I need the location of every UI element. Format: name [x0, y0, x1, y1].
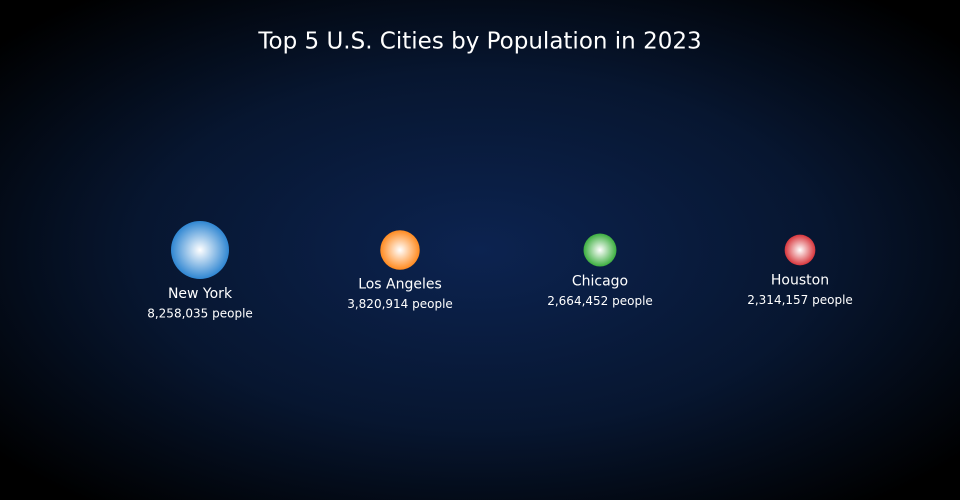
value-label: 2,664,452 people — [547, 294, 653, 308]
city-label: Houston — [771, 272, 829, 288]
bubble — [380, 230, 420, 270]
value-label: 8,258,035 people — [147, 307, 253, 321]
value-label: 2,314,157 people — [747, 293, 853, 307]
chart-title: Top 5 U.S. Cities by Population in 2023 — [257, 29, 701, 55]
city-label: New York — [168, 286, 233, 302]
bubble — [583, 233, 617, 267]
bubble — [171, 221, 229, 279]
city-label: Chicago — [572, 273, 628, 289]
city-label: Los Angeles — [358, 277, 442, 293]
value-label: 3,820,914 people — [347, 297, 453, 311]
bubbles: New York 8,258,035 people Los Angeles 3,820… — [147, 221, 853, 321]
bubble — [784, 234, 816, 266]
